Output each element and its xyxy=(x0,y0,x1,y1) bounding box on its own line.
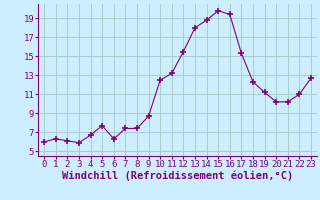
X-axis label: Windchill (Refroidissement éolien,°C): Windchill (Refroidissement éolien,°C) xyxy=(62,171,293,181)
